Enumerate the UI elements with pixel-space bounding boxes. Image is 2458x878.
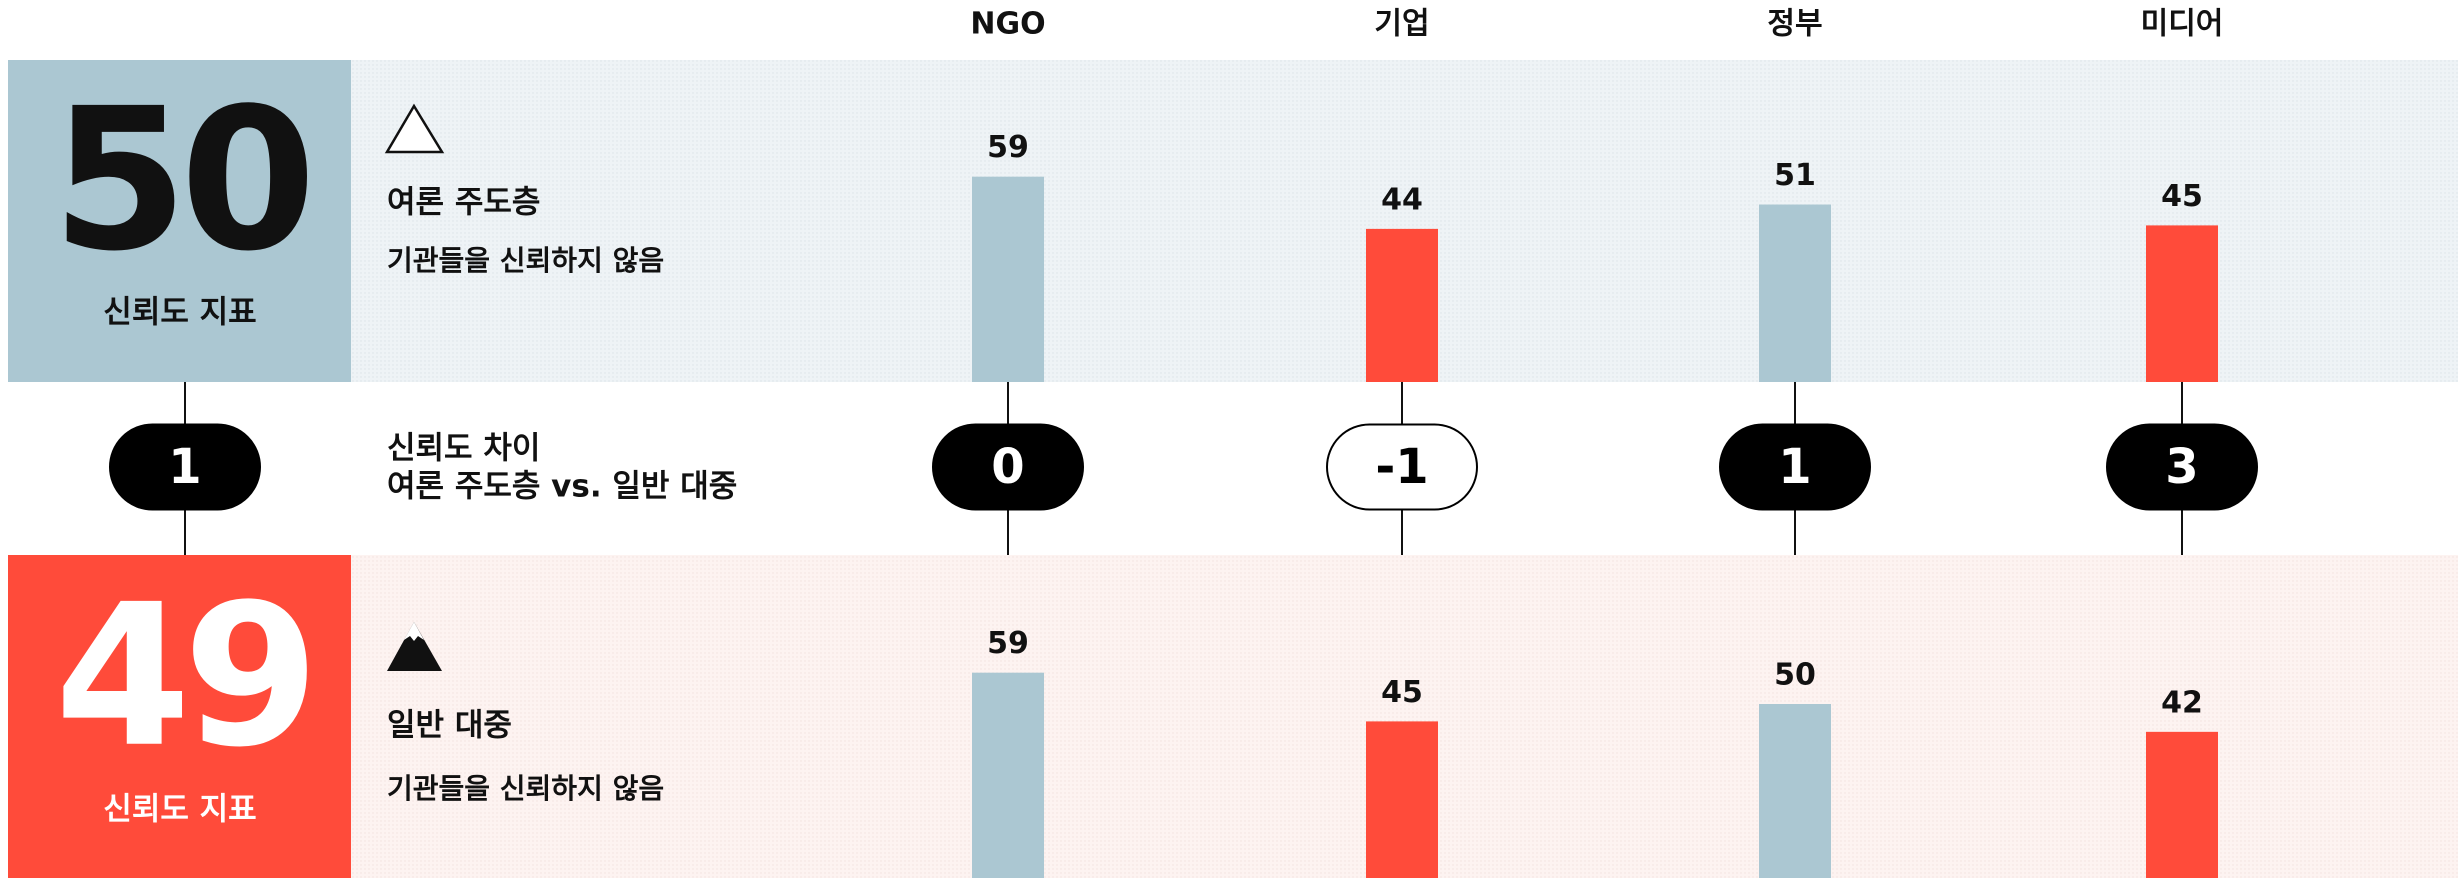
gap-value: 0 xyxy=(991,439,1024,495)
gap-pill xyxy=(1719,423,1871,511)
bar xyxy=(1759,204,1831,382)
general-panel xyxy=(8,555,2458,878)
informed-index: 50 xyxy=(52,67,309,295)
gap-value: 1 xyxy=(168,439,201,495)
category-label: 정부 xyxy=(1767,7,1822,42)
gap-label: 신뢰도 차이 xyxy=(387,431,540,467)
bar xyxy=(2146,225,2218,382)
bar xyxy=(1366,721,1438,878)
gap-value: 1 xyxy=(1778,439,1811,495)
gap-pill xyxy=(1326,423,1478,511)
mountain-icon xyxy=(384,103,445,154)
informed-title: 여론 주도층 xyxy=(387,185,540,221)
informed-index-label: 신뢰도 지표 xyxy=(103,295,256,331)
bar xyxy=(2146,731,2218,878)
gap-label: 여론 주도층 vs. 일반 대중 xyxy=(387,469,737,505)
informed-index-box xyxy=(8,60,351,382)
bar xyxy=(972,176,1044,382)
general-index: 49 xyxy=(55,563,312,791)
value-label: 50 xyxy=(1774,658,1816,693)
gap-pill xyxy=(2106,423,2258,511)
value-label: 51 xyxy=(1774,158,1816,193)
mountain-snow xyxy=(404,622,424,641)
gap-pill xyxy=(932,423,1084,511)
value-label: 45 xyxy=(2161,179,2203,214)
value-label: 42 xyxy=(2161,685,2203,720)
gap-value: 3 xyxy=(2165,439,2198,495)
informed-subtitle: 기관들을 신뢰하지 않음 xyxy=(387,244,664,277)
general-title: 일반 대중 xyxy=(387,708,512,744)
gap-value: -1 xyxy=(1375,439,1428,495)
general-subtitle: 기관들을 신뢰하지 않음 xyxy=(387,772,664,805)
bar xyxy=(1759,704,1831,878)
bar xyxy=(972,672,1044,878)
value-label: 45 xyxy=(1381,675,1423,710)
value-label: 44 xyxy=(1381,182,1423,217)
category-label: 미디어 xyxy=(2141,7,2224,42)
bar xyxy=(1366,228,1438,382)
mountain-icon xyxy=(387,622,442,671)
general-index-box xyxy=(8,555,351,878)
value-label: 59 xyxy=(987,130,1029,165)
category-label: 기업 xyxy=(1374,7,1429,42)
gap-pill xyxy=(109,423,261,511)
general-index-label: 신뢰도 지표 xyxy=(103,792,256,828)
category-label: NGO xyxy=(970,7,1045,42)
value-label: 59 xyxy=(987,626,1029,661)
informed-panel xyxy=(8,60,2458,382)
